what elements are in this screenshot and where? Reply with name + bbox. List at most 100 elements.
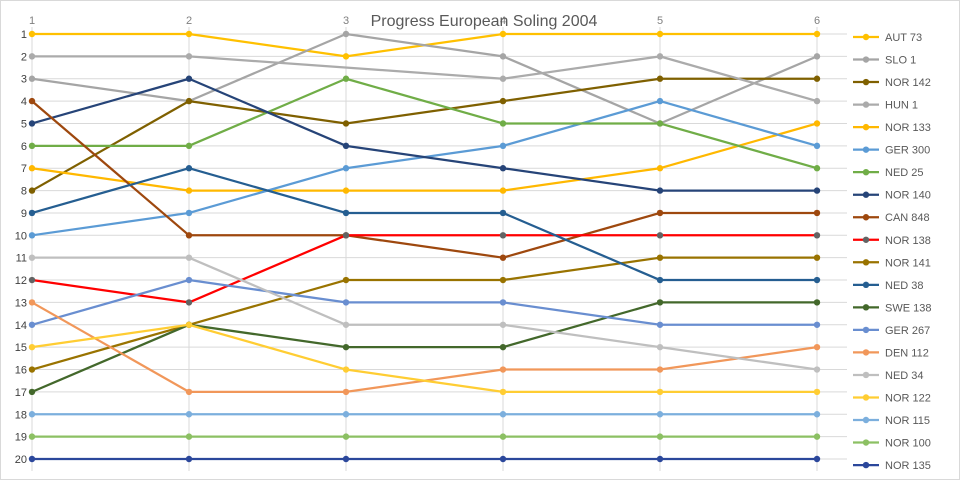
legend-label: NOR 122 (885, 392, 931, 404)
legend-item: NOR 138 (853, 235, 931, 247)
series-line (31, 234, 817, 304)
legend-item: NED 34 (853, 370, 924, 382)
data-point-marker (813, 120, 821, 127)
data-point-marker (342, 120, 350, 127)
data-point-marker (813, 187, 821, 194)
series-ned-34 (28, 254, 821, 373)
data-point-marker (813, 299, 821, 306)
y-axis-tick: 11 (16, 253, 27, 265)
series-line (31, 77, 817, 192)
data-point-marker (499, 209, 507, 217)
legend-label: NOR 115 (885, 415, 930, 427)
series-ger-267 (28, 276, 821, 328)
legend-marker (862, 349, 870, 356)
legend-item: NOR 122 (853, 392, 931, 404)
y-axis-tick: 18 (15, 409, 27, 421)
y-axis-tick: 10 (15, 230, 27, 242)
data-point-marker (656, 232, 664, 239)
y-axis-tick: 15 (15, 342, 27, 354)
legend-label: NED 25 (885, 167, 924, 179)
data-point-marker (656, 299, 664, 306)
data-point-marker (28, 75, 36, 82)
data-point-marker (28, 120, 36, 127)
legend-label: AUT 73 (885, 32, 922, 44)
data-point-marker (28, 433, 36, 440)
data-point-marker (499, 97, 507, 105)
legend-item: NED 38 (853, 280, 924, 292)
data-point-marker (28, 321, 36, 328)
legend-label: NOR 140 (885, 190, 931, 202)
y-axis-tick: 9 (21, 208, 27, 220)
data-point-marker (813, 388, 821, 396)
legend-marker (862, 304, 870, 311)
y-axis-tick: 3 (21, 74, 27, 86)
data-point-marker (185, 53, 193, 60)
x-axis-tick: 1 (29, 15, 35, 27)
chart-title: Progress European Soling 2004 (371, 13, 598, 30)
series-line (31, 278, 817, 326)
series-line (31, 100, 817, 259)
data-point-marker (342, 321, 350, 328)
series-line (31, 256, 817, 371)
data-point-marker (342, 53, 350, 60)
data-point-marker (185, 411, 193, 418)
series-line (31, 301, 817, 393)
series-line (31, 122, 818, 192)
data-point-marker (185, 165, 193, 172)
legend-label: SLO 1 (885, 55, 916, 67)
legend-marker (862, 371, 870, 379)
legend-marker (862, 461, 870, 469)
data-point-marker (656, 433, 664, 440)
data-point-marker (499, 411, 507, 418)
legend-marker (862, 123, 870, 131)
series-hun-1 (28, 53, 821, 105)
data-point-marker (185, 299, 193, 306)
data-point-marker (656, 366, 664, 373)
legend-item: DEN 112 (853, 347, 929, 359)
data-point-marker (813, 455, 821, 463)
data-point-marker (656, 254, 664, 261)
series-line (32, 256, 818, 371)
series-line (31, 77, 817, 192)
data-point-marker (342, 232, 350, 239)
legend-item: NOR 100 (853, 438, 931, 450)
legend-marker (862, 214, 870, 221)
legend-item: NOR 141 (853, 257, 931, 269)
data-point-marker (342, 165, 350, 172)
legend-item: GER 267 (853, 325, 930, 337)
legend-label: GER 267 (885, 325, 930, 337)
data-point-marker (499, 321, 507, 328)
data-point-marker (28, 343, 36, 351)
data-point-marker (656, 411, 664, 418)
series-line (31, 167, 817, 282)
data-point-marker (656, 388, 664, 396)
y-axis-tick: 19 (15, 432, 27, 444)
legend-marker (862, 394, 870, 401)
y-axis-tick: 5 (21, 118, 27, 130)
y-axis-tick: 8 (21, 186, 27, 198)
y-axis-tick: 16 (15, 365, 27, 377)
y-axis-tick: 14 (15, 320, 27, 332)
legend-item: NOR 142 (853, 77, 931, 89)
series-ned-25 (28, 75, 821, 172)
y-axis-tick: 2 (21, 51, 27, 63)
data-point-marker (185, 232, 193, 239)
legend: AUT 73 SLO 1 NOR 142 HUN 1 NOR 133 GER 300 NED… (853, 32, 931, 472)
data-point-marker (813, 366, 821, 373)
data-point-marker (28, 187, 36, 194)
legend-label: GER 300 (885, 145, 930, 157)
data-point-marker (656, 321, 664, 328)
legend-marker (862, 259, 870, 266)
data-point-marker (813, 209, 821, 217)
series-ned-38 (28, 165, 821, 284)
series-can-848 (28, 97, 821, 261)
data-point-marker (185, 187, 193, 194)
series-nor-135 (28, 455, 821, 463)
data-point-marker (185, 97, 193, 105)
data-point-marker (499, 276, 507, 284)
data-point-marker (813, 411, 821, 418)
data-point-marker (499, 30, 507, 38)
x-axis-tick: 5 (657, 15, 663, 27)
